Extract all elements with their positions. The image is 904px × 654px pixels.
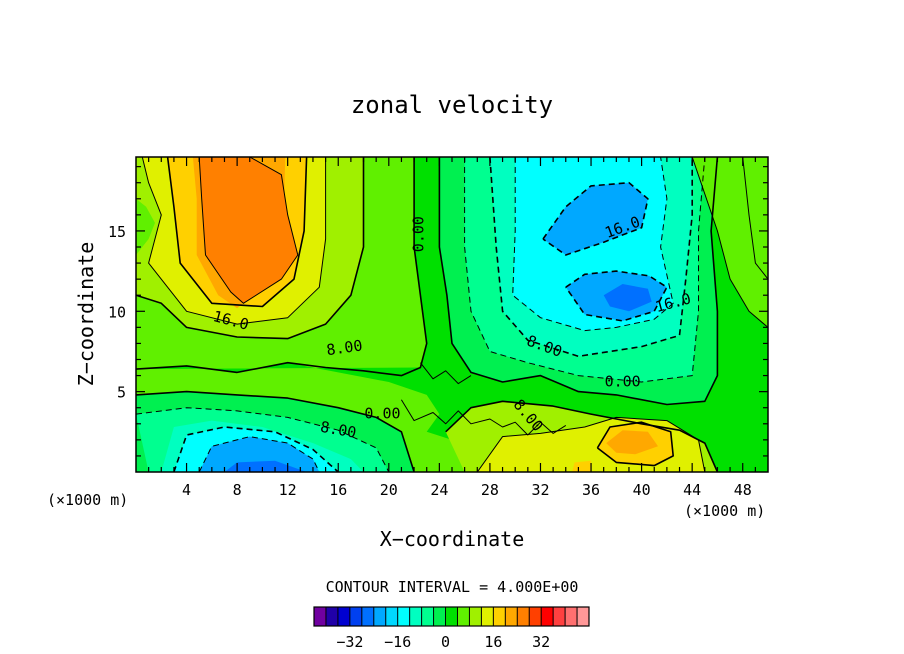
x-tick-label: 44 — [683, 481, 701, 499]
contour-region-8 — [603, 284, 652, 312]
colorbar-swatch — [385, 607, 398, 626]
x-tick-label: 8 — [233, 481, 242, 499]
colorbar-swatch — [481, 607, 494, 626]
y-tick-label: 5 — [117, 384, 126, 402]
colorbar-swatch — [565, 607, 578, 626]
y-axis-label: Z−coordinate — [74, 242, 98, 387]
contour-lines — [136, 157, 768, 472]
contour-line-21 — [420, 362, 472, 385]
x-tick-label: 12 — [279, 481, 297, 499]
colorbar-swatch — [445, 607, 458, 626]
x-tick-label: 36 — [582, 481, 600, 499]
contour-line-12 — [512, 157, 674, 332]
colorbar-tick-label: −32 — [336, 633, 363, 651]
contour-region-26 — [136, 198, 155, 255]
colorbar-swatch — [553, 607, 566, 626]
axis-ticks — [136, 157, 768, 472]
colorbar-swatch — [577, 607, 590, 626]
contour-interval-text: CONTOUR INTERVAL = 4.000E+00 — [326, 578, 579, 596]
colorbar-swatch — [469, 607, 482, 626]
contour-line-10 — [464, 157, 706, 383]
x-tick-label: 24 — [430, 481, 448, 499]
contour-line-2 — [438, 157, 719, 406]
contour-line-8 — [596, 421, 675, 467]
x-tick-label: 16 — [329, 481, 347, 499]
contour-line-6 — [198, 157, 299, 304]
contour-line-0 — [136, 157, 428, 377]
contour-line-16 — [173, 426, 339, 472]
x-tick-label: 20 — [380, 481, 398, 499]
contour-region-19 — [224, 460, 307, 472]
colorbar-swatch — [397, 607, 410, 626]
colorbar-tick-labels: −32 −16 0 16 32 — [336, 633, 550, 651]
x-tick-label: 4 — [182, 481, 191, 499]
colorbar-tick-label: 16 — [484, 633, 502, 651]
contour-region-24 — [572, 460, 591, 472]
contour-region-25 — [692, 157, 768, 328]
contour-line-4 — [166, 157, 308, 308]
colorbar-swatch — [421, 607, 434, 626]
contour-line-17 — [198, 436, 320, 472]
x-tick-label: 48 — [734, 481, 752, 499]
contour-region-18 — [199, 436, 320, 472]
contour-line-13 — [542, 181, 649, 256]
colorbar-swatch — [314, 607, 327, 626]
contour-line-18 — [691, 157, 768, 328]
contour-region-23 — [606, 430, 658, 455]
colorbar-tick-label: 32 — [532, 633, 550, 651]
colorbar-tick-label: −16 — [384, 633, 411, 651]
contour-line-5 — [141, 157, 327, 325]
y-tick-label: 15 — [108, 223, 126, 241]
x-tick-labels: 4 8 12 16 20 24 28 32 36 40 44 48 — [182, 481, 752, 499]
contour-line-1 — [136, 390, 415, 472]
colorbar-swatch — [529, 607, 542, 626]
colorbar-swatch — [457, 607, 470, 626]
x-axis-unit: (×1000 m) — [684, 502, 765, 520]
contour-line-9 — [476, 416, 706, 472]
x-axis-label: X−coordinate — [380, 527, 525, 551]
colorbar-tick-label: 0 — [441, 633, 450, 651]
contour-label-3: 0.00 — [364, 405, 400, 423]
colorbar-swatch — [337, 607, 351, 626]
contour-region-13 — [199, 157, 298, 304]
y-axis-unit: (×1000 m) — [47, 491, 128, 509]
contour-label-2: 8.00 — [325, 336, 363, 359]
contour-line-15 — [136, 407, 390, 472]
y-tick-labels: 5 10 15 — [108, 223, 126, 402]
colorbar-swatch — [349, 607, 363, 626]
contour-label-4: 8.00 — [319, 418, 358, 442]
contour-line-19 — [742, 157, 768, 280]
colorbar-swatch — [517, 607, 530, 626]
chart-title: zonal velocity — [351, 91, 553, 119]
contour-line-3 — [136, 157, 365, 340]
colorbar-swatch — [361, 607, 375, 626]
filled-contour-regions — [136, 157, 768, 472]
colorbar-swatch — [373, 607, 387, 626]
colorbar-swatch — [433, 607, 446, 626]
colorbar — [313, 606, 590, 627]
contour-label-0: 0.00 — [410, 216, 428, 252]
colorbar-swatch — [505, 607, 518, 626]
x-tick-label: 40 — [633, 481, 651, 499]
x-tick-label: 32 — [531, 481, 549, 499]
colorbar-swatch — [493, 607, 506, 626]
colorbar-swatch — [409, 607, 422, 626]
contour-label-6: 0.00 — [605, 373, 641, 391]
colorbar-frame — [313, 606, 590, 627]
x-tick-label: 28 — [481, 481, 499, 499]
colorbar-swatch — [325, 607, 339, 626]
contour-line-11 — [489, 157, 694, 358]
contour-region-6 — [543, 182, 648, 255]
contour-line-20 — [400, 399, 567, 436]
y-tick-label: 10 — [108, 303, 126, 321]
colorbar-swatch — [541, 607, 554, 626]
contour-line-14 — [565, 270, 668, 322]
